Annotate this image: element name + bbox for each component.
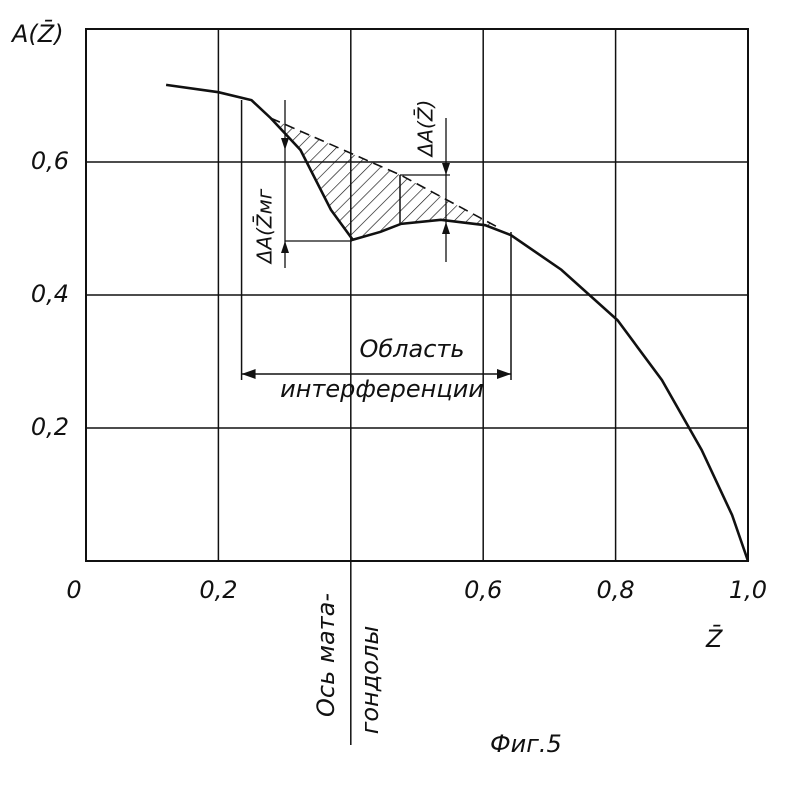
x-tick-label: 1,0 <box>729 576 767 604</box>
x-tick-label: 0,8 <box>597 576 635 604</box>
delta-label: ΔA(Z̄) <box>413 100 438 159</box>
delta-label: ΔA(Z̄мг <box>252 188 277 265</box>
region-label: интерференции <box>280 375 484 403</box>
x-tick-label: 0,6 <box>464 576 502 604</box>
curve <box>166 85 748 561</box>
x-axis-label: Z̄ <box>705 624 723 653</box>
page: A(Z̄) Z̄ Фиг.5 0 0,2 0,6 0,8 1,0 0,2 0,4 0,6 Ось… <box>0 0 800 793</box>
region-label: Область <box>359 335 464 363</box>
y-tick-label: 0,4 <box>31 280 69 308</box>
y-axis-label: A(Z̄) <box>10 19 64 48</box>
y-tick-label: 0,2 <box>31 413 69 441</box>
x-tick-label: 0,2 <box>199 576 237 604</box>
axis-annotation-text: гондолы <box>356 626 384 735</box>
caption: Фиг.5 <box>490 730 562 758</box>
y-tick-label: 0,6 <box>31 147 69 175</box>
x-tick-label: 0 <box>66 576 81 604</box>
chart: A(Z̄) Z̄ Фиг.5 0 0,2 0,6 0,8 1,0 0,2 0,4 0,6 Ось… <box>0 0 800 793</box>
axis-annotation-text: Ось мата- <box>312 593 340 717</box>
